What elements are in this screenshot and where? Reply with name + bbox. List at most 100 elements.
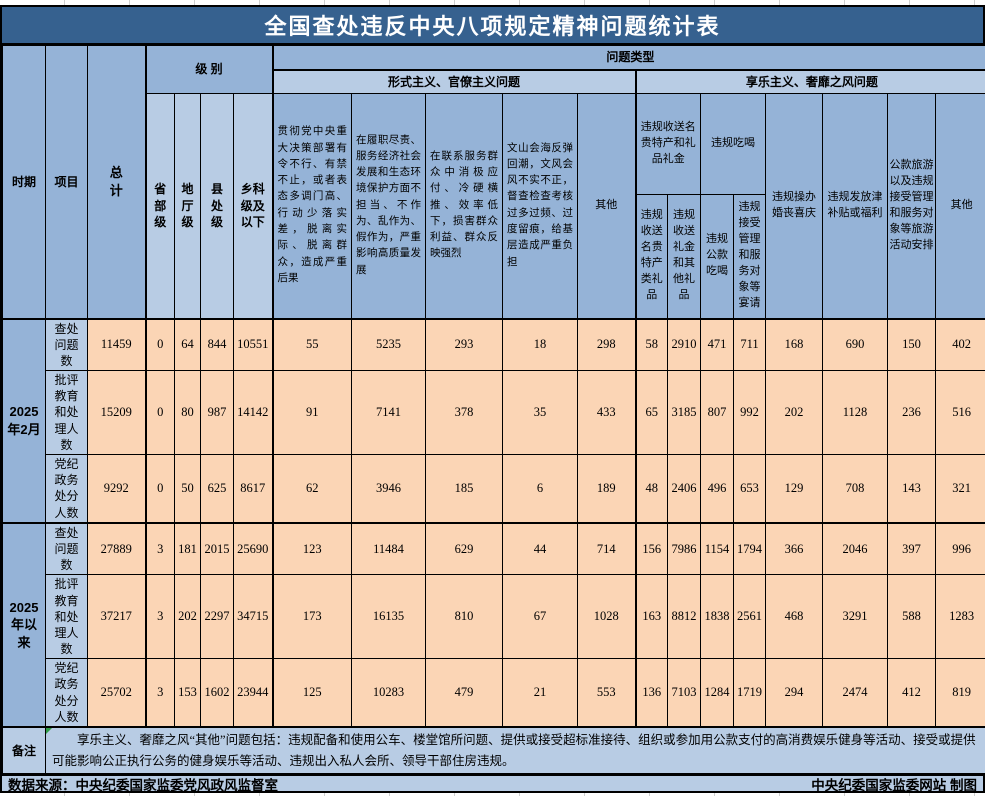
col-header-formalism-other: 其他 (578, 94, 636, 319)
col-header-formalism-duty: 在履职尽责、服务经济社会发展和生态环境保护方面不担当、不作为、乱作为、假作为，严… (352, 94, 426, 319)
data-cell: 58 (636, 319, 668, 371)
statistics-table: 时期 项目 总计 级 别 问题类型 形式主义、官僚主义问题 享乐主义、奢靡之风问… (2, 45, 985, 774)
data-cell: 80 (175, 371, 201, 455)
data-cell: 0 (146, 319, 175, 371)
data-cell: 1719 (734, 659, 766, 727)
data-cell: 156 (636, 523, 668, 575)
data-cell: 690 (823, 319, 888, 371)
data-cell: 11459 (88, 319, 146, 371)
data-cell: 1838 (701, 575, 734, 659)
data-cell: 625 (201, 455, 234, 523)
row-header-persons-criticized: 批评教育和处理人数 (46, 371, 88, 455)
row-group-since-2025: 2025年以来 (3, 523, 46, 727)
data-cell: 10283 (352, 659, 426, 727)
credit-text: 中央纪委国家监委网站 制图 (811, 774, 977, 794)
data-cell: 25702 (88, 659, 146, 727)
data-cell: 1154 (701, 523, 734, 575)
data-cell: 553 (578, 659, 636, 727)
corner-header-period: 时期 (3, 46, 46, 319)
data-cell: 708 (823, 455, 888, 523)
col-header-public-funds-dining: 违规公款吃喝 (701, 195, 734, 319)
corner-header-total: 总计 (88, 46, 146, 319)
data-cell: 11484 (352, 523, 426, 575)
data-source-text: 数据来源：中央纪委国家监委党风政风监督室 (8, 774, 278, 794)
data-cell: 810 (426, 575, 503, 659)
data-cell: 185 (426, 455, 503, 523)
band-header-formalism: 形式主义、官僚主义问题 (273, 70, 636, 94)
table-frame: 全国查处违反中央八项规定精神问题统计表 时期 项目 总计 级 别 问题类型 形式… (0, 5, 985, 793)
row-header-persons-disciplined: 党纪政务处分人数 (46, 659, 88, 727)
data-cell: 2046 (823, 523, 888, 575)
data-cell: 8812 (668, 575, 701, 659)
data-cell: 653 (734, 455, 766, 523)
band-header-hedonism: 享乐主义、奢靡之风问题 (636, 70, 985, 94)
data-cell: 236 (888, 371, 936, 455)
data-cell: 3 (146, 659, 175, 727)
data-cell: 1284 (701, 659, 734, 727)
data-cell: 2474 (823, 659, 888, 727)
data-cell: 143 (888, 455, 936, 523)
group-header-problem-type: 问题类型 (273, 46, 985, 70)
group-header-dining: 违规吃喝 (701, 94, 766, 195)
data-cell: 2910 (668, 319, 701, 371)
data-cell: 3 (146, 523, 175, 575)
data-cell: 844 (201, 319, 234, 371)
data-cell: 136 (636, 659, 668, 727)
data-cell: 378 (426, 371, 503, 455)
data-cell: 8617 (234, 455, 273, 523)
data-cell: 15209 (88, 371, 146, 455)
data-cell: 807 (701, 371, 734, 455)
data-cell: 1128 (823, 371, 888, 455)
col-header-weddings-funerals: 违规操办婚丧喜庆 (766, 94, 823, 319)
data-cell: 14142 (234, 371, 273, 455)
total-label: 总计 (109, 164, 124, 199)
data-cell: 433 (578, 371, 636, 455)
col-header-formalism-decisions: 贯彻党中央重大决策部署有令不行、有禁不止，或者表态多调门高、行动少落实差，脱离实… (273, 94, 352, 319)
data-cell: 16135 (352, 575, 426, 659)
data-cell: 819 (936, 659, 985, 727)
remark-cell: 享乐主义、奢靡之风“其他”问题包括：违规配备和使用公车、楼堂馆所问题、提供或接受… (46, 727, 985, 774)
footer-bar: 数据来源：中央纪委国家监委党风政风监督室 中央纪委国家监委网站 制图 (2, 774, 983, 791)
data-cell: 25690 (234, 523, 273, 575)
period-label: 2025年2月 (7, 403, 41, 438)
col-header-formalism-masses: 在联系服务群众中消极应付、冷硬横推、效率低下，损害群众利益、群众反映强烈 (426, 94, 503, 319)
col-header-province-ministerial: 省部级 (146, 94, 175, 319)
data-cell: 55 (273, 319, 352, 371)
data-cell: 2561 (734, 575, 766, 659)
data-cell: 298 (578, 319, 636, 371)
data-cell: 27889 (88, 523, 146, 575)
data-cell: 714 (578, 523, 636, 575)
data-cell: 18 (503, 319, 578, 371)
data-cell: 181 (175, 523, 201, 575)
data-cell: 91 (273, 371, 352, 455)
data-cell: 2297 (201, 575, 234, 659)
data-cell: 366 (766, 523, 823, 575)
data-cell: 48 (636, 455, 668, 523)
data-cell: 321 (936, 455, 985, 523)
statistics-sheet: 全国查处违反中央八项规定精神问题统计表 时期 项目 总计 级 别 问题类型 形式… (0, 0, 985, 691)
page-title: 全国查处违反中央八项规定精神问题统计表 (2, 7, 983, 45)
col-header-hedonism-other: 其他 (936, 94, 985, 319)
data-cell: 37217 (88, 575, 146, 659)
data-cell: 471 (701, 319, 734, 371)
remark-label: 备注 (3, 727, 46, 774)
data-cell: 1028 (578, 575, 636, 659)
data-cell: 153 (175, 659, 201, 727)
col-header-formalism-meetings: 文山会海反弹回潮，文风会风不实不正，督查检查考核过多过频、过度留痕，给基层造成严… (503, 94, 578, 319)
row-header-problems-found: 查处问题数 (46, 319, 88, 371)
data-cell: 7103 (668, 659, 701, 727)
data-cell: 3291 (823, 575, 888, 659)
remark-text: 享乐主义、奢靡之风“其他”问题包括：违规配备和使用公车、楼堂馆所问题、提供或接受… (52, 733, 976, 768)
data-cell: 168 (766, 319, 823, 371)
data-cell: 711 (734, 319, 766, 371)
col-header-public-travel: 公款旅游以及违规接受管理和服务对象等旅游活动安排 (888, 94, 936, 319)
data-cell: 21 (503, 659, 578, 727)
cell-corner-marker (46, 728, 52, 734)
data-cell: 23944 (234, 659, 273, 727)
col-header-township-section-below: 乡科级及以下 (234, 94, 273, 319)
data-cell: 479 (426, 659, 503, 727)
data-cell: 129 (766, 455, 823, 523)
data-cell: 987 (201, 371, 234, 455)
data-cell: 7986 (668, 523, 701, 575)
data-cell: 125 (273, 659, 352, 727)
